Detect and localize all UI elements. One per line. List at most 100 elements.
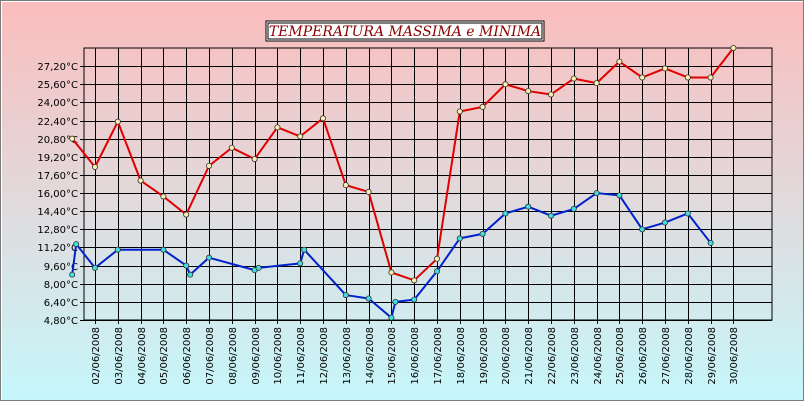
data-point [342, 292, 349, 299]
data-point [662, 219, 669, 226]
x-tick-label: 09/06/2008 [251, 327, 262, 385]
data-point [92, 163, 99, 170]
y-tick-label: 8,00°C [44, 280, 78, 291]
data-point [73, 241, 80, 248]
x-tick-label: 07/06/2008 [205, 327, 216, 385]
x-tick-label: 30/06/2008 [729, 327, 740, 385]
data-point [662, 65, 669, 72]
data-point [616, 192, 623, 199]
x-tick-label: 10/06/2008 [273, 327, 284, 385]
x-tick-label: 22/06/2008 [547, 327, 558, 385]
y-tick-label: 24,00°C [37, 98, 78, 109]
data-point [365, 295, 372, 302]
y-tick-label: 16,00°C [37, 189, 78, 200]
data-point [301, 246, 308, 253]
data-point [392, 298, 399, 305]
data-point [479, 103, 486, 110]
x-tick-label: 11/06/2008 [296, 327, 307, 385]
data-point [160, 246, 167, 253]
x-tick-label: 24/06/2008 [593, 327, 604, 385]
x-tick-label: 05/06/2008 [159, 327, 170, 385]
x-axis: 02/06/2008 03/06/2008 04/06/2008 05/06/2008… [91, 327, 740, 385]
data-point [411, 296, 418, 303]
y-tick-label: 25,60°C [37, 80, 78, 91]
data-point [365, 188, 372, 195]
chart-title-box: TEMPERATURA MASSIMA e MINIMA [265, 20, 545, 42]
series-line [71, 47, 735, 282]
data-point [69, 135, 76, 142]
y-tick-label: 12,80°C [37, 225, 78, 236]
data-point [274, 124, 281, 131]
data-point [502, 210, 509, 217]
data-point [92, 264, 99, 271]
y-tick-label: 6,40°C [44, 298, 78, 309]
y-tick-label: 11,20°C [37, 243, 78, 254]
data-point [388, 314, 395, 321]
data-point [684, 210, 691, 217]
data-point [639, 226, 646, 233]
data-point [255, 264, 262, 271]
data-point [114, 118, 121, 125]
x-tick-label: 26/06/2008 [638, 327, 649, 385]
data-point [388, 269, 395, 276]
data-point [502, 81, 509, 88]
data-point [684, 74, 691, 81]
data-point [160, 193, 167, 200]
data-point [639, 74, 646, 81]
x-tick-label: 17/06/2008 [433, 327, 444, 385]
y-tick-label: 17,60°C [37, 171, 78, 182]
data-point [187, 271, 194, 278]
data-point [433, 255, 440, 262]
x-tick-label: 03/06/2008 [114, 327, 125, 385]
data-point [525, 88, 532, 95]
data-point [570, 75, 577, 82]
y-tick-label: 22,40°C [37, 117, 78, 128]
data-point [570, 205, 577, 212]
series-max [69, 45, 737, 284]
x-tick-label: 06/06/2008 [182, 327, 193, 385]
y-tick-label: 27,20°C [37, 62, 78, 73]
x-tick-label: 29/06/2008 [707, 327, 718, 385]
data-point [205, 162, 212, 169]
data-point [205, 254, 212, 261]
data-point [114, 246, 121, 253]
x-tick-label: 02/06/2008 [91, 327, 102, 385]
data-point [297, 260, 304, 267]
data-point [183, 262, 190, 269]
x-tick-label: 18/06/2008 [456, 327, 467, 385]
y-tick-label: 20,80°C [37, 135, 78, 146]
x-tick-label: 23/06/2008 [570, 327, 581, 385]
x-tick-label: 13/06/2008 [342, 327, 353, 385]
x-tick-label: 16/06/2008 [410, 327, 421, 385]
y-tick-label: 9,60°C [44, 262, 78, 273]
x-tick-label: 19/06/2008 [479, 327, 490, 385]
data-point [69, 271, 76, 278]
data-point [593, 80, 600, 87]
data-point [593, 190, 600, 197]
series-line [71, 192, 712, 319]
chart-title: TEMPERATURA MASSIMA e MINIMA [269, 24, 541, 40]
y-axis: 4,80°C 6,40°C 8,00°C 9,60°C 11,20°C 12,80°C 14… [37, 62, 78, 327]
data-point [433, 268, 440, 275]
x-tick-label: 14/06/2008 [365, 327, 376, 385]
y-tick-label: 19,20°C [37, 153, 78, 164]
x-tick-label: 27/06/2008 [661, 327, 672, 385]
data-point [707, 239, 714, 246]
x-tick-label: 28/06/2008 [684, 327, 695, 385]
x-tick-label: 20/06/2008 [501, 327, 512, 385]
x-tick-label: 04/06/2008 [137, 327, 148, 385]
data-point [548, 212, 555, 219]
series-layer [69, 45, 737, 321]
data-point [479, 230, 486, 237]
x-tick-label: 25/06/2008 [615, 327, 626, 385]
data-point [456, 108, 463, 115]
data-point [342, 182, 349, 189]
data-point [251, 156, 258, 163]
y-tick-label: 4,80°C [44, 316, 78, 327]
data-point [228, 144, 235, 151]
data-point [730, 45, 737, 52]
x-tick-label: 15/06/2008 [387, 327, 398, 385]
